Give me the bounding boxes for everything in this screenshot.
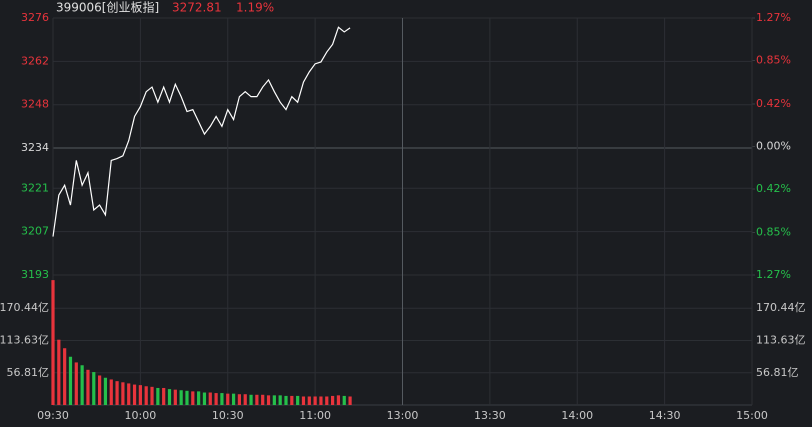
volume-bar bbox=[336, 395, 341, 405]
volume-bar bbox=[237, 394, 242, 405]
y-tick-label: 3234 bbox=[21, 141, 49, 154]
volume-bar bbox=[301, 396, 306, 405]
x-tick-label: 15:00 bbox=[736, 409, 768, 422]
volume-bar bbox=[278, 395, 282, 405]
y2-tick-label: 0.00% bbox=[756, 140, 791, 153]
volume-bar bbox=[226, 393, 230, 405]
y-tick-label: 3221 bbox=[21, 181, 49, 194]
x-tick-label: 11:00 bbox=[299, 409, 331, 422]
price-line bbox=[52, 26, 351, 237]
volume-tick-label-right: 170.44亿 bbox=[756, 301, 806, 314]
volume-bar bbox=[231, 393, 236, 405]
volume-bar bbox=[220, 393, 224, 405]
volume-bar bbox=[266, 395, 271, 405]
volume-bar bbox=[243, 394, 247, 405]
volume-bar bbox=[284, 395, 288, 405]
x-tick-label: 10:30 bbox=[212, 409, 244, 422]
volume-bar bbox=[307, 396, 311, 405]
volume-bar bbox=[103, 377, 108, 405]
last-price: 3272.81 bbox=[172, 1, 222, 15]
volume-bar bbox=[51, 280, 55, 405]
volume-bar bbox=[208, 392, 212, 405]
volume-bar bbox=[179, 390, 183, 405]
volume-bar bbox=[197, 391, 201, 405]
volume-bar bbox=[92, 372, 96, 405]
y-tick-label: 3276 bbox=[21, 11, 49, 24]
volume-bar bbox=[74, 362, 78, 405]
volume-bar bbox=[156, 387, 160, 405]
y-tick-label: 3262 bbox=[21, 54, 49, 67]
x-tick-label: 14:30 bbox=[649, 409, 681, 422]
x-tick-label: 13:00 bbox=[387, 409, 419, 422]
y2-tick-label: 1.27% bbox=[756, 11, 791, 24]
volume-bar bbox=[185, 390, 189, 405]
volume-bar bbox=[261, 394, 265, 405]
y2-tick-label: 1.27% bbox=[756, 268, 791, 281]
volume-bar bbox=[150, 386, 154, 405]
volume-bar bbox=[68, 356, 73, 405]
volume-bar bbox=[86, 369, 90, 405]
volume-bar bbox=[57, 339, 61, 405]
y-tick-label: 3207 bbox=[21, 225, 49, 238]
volume-bar bbox=[290, 395, 294, 405]
volume-bar bbox=[80, 365, 84, 405]
volume-bar bbox=[162, 387, 166, 405]
volume-bar bbox=[319, 396, 323, 405]
y2-tick-label: 0.85% bbox=[756, 53, 791, 66]
volume-bar bbox=[342, 395, 346, 405]
volume-bar bbox=[202, 392, 207, 405]
volume-bar bbox=[173, 389, 177, 405]
volume-bar bbox=[255, 394, 259, 405]
y2-tick-label: 0.42% bbox=[756, 97, 791, 110]
y2-tick-label: 0.42% bbox=[756, 182, 791, 195]
title: 399006[创业板指] bbox=[56, 0, 159, 15]
change-percent: 1.19% bbox=[236, 1, 274, 15]
volume-bar bbox=[63, 348, 67, 405]
volume-bar bbox=[127, 383, 131, 405]
volume-bar bbox=[191, 391, 195, 405]
volume-bar bbox=[109, 379, 113, 405]
volume-tick-label: 113.63亿 bbox=[0, 333, 49, 346]
volume-tick-label: 170.44亿 bbox=[0, 301, 49, 314]
volume-bar bbox=[97, 375, 102, 405]
volume-bar bbox=[348, 396, 352, 405]
y-tick-label: 3248 bbox=[21, 98, 49, 111]
x-tick-label: 14:00 bbox=[561, 409, 593, 422]
volume-tick-label-right: 113.63亿 bbox=[756, 333, 806, 346]
volume-bar bbox=[115, 381, 119, 405]
volume-bar bbox=[325, 396, 329, 405]
volume-bar bbox=[313, 396, 317, 405]
volume-bar bbox=[132, 384, 137, 405]
volume-tick-label-right: 56.81亿 bbox=[756, 366, 799, 379]
volume-bar bbox=[144, 386, 148, 405]
volume-bar bbox=[272, 395, 276, 405]
x-tick-label: 09:30 bbox=[37, 409, 69, 422]
x-tick-label: 10:00 bbox=[125, 409, 157, 422]
volume-bar bbox=[330, 395, 335, 405]
y-tick-label: 3193 bbox=[21, 268, 49, 281]
volume-bar bbox=[121, 382, 125, 405]
x-tick-label: 13:30 bbox=[474, 409, 506, 422]
volume-bar bbox=[138, 385, 142, 405]
volume-tick-label: 56.81亿 bbox=[7, 366, 50, 379]
volume-bar bbox=[167, 389, 172, 405]
y2-tick-label: 0.85% bbox=[756, 226, 791, 239]
volume-bar bbox=[296, 395, 300, 405]
volume-bar bbox=[214, 393, 218, 405]
volume-bar bbox=[249, 394, 253, 405]
